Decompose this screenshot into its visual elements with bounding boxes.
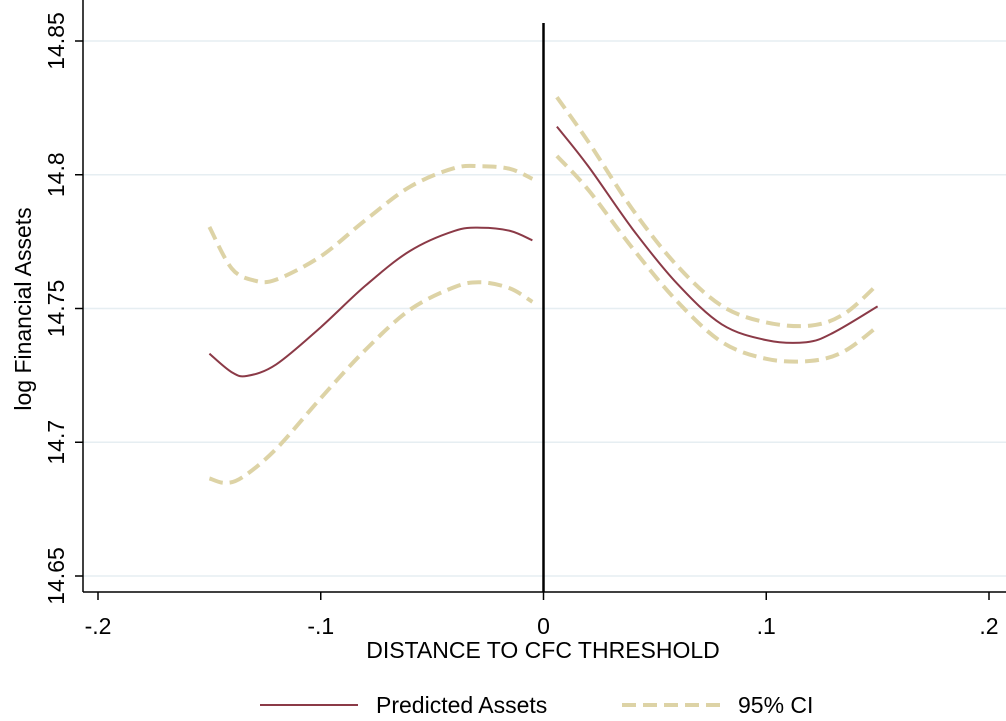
y-axis-title: log Financial Assets (10, 207, 36, 410)
x-tick-label: .2 (979, 613, 998, 639)
x-tick-label: -.2 (85, 613, 112, 639)
legend-label-ci: 95% CI (738, 692, 813, 718)
x-tick-label: .1 (757, 613, 776, 639)
x-tick-label: -.1 (307, 613, 334, 639)
predicted-line (556, 125, 879, 344)
x-axis-title: DISTANCE TO CFC THRESHOLD (366, 637, 720, 663)
x-tick-label: 0 (537, 613, 550, 639)
y-tick-label: 14.75 (43, 280, 69, 338)
legend: Predicted Assets 95% CI (260, 692, 813, 718)
ci-line (207, 163, 534, 285)
legend-label-predicted: Predicted Assets (376, 692, 547, 718)
y-tick-label: 14.85 (43, 12, 69, 70)
ci-line (555, 154, 879, 364)
y-tick-label: 14.8 (43, 152, 69, 197)
y-tick-label: 14.7 (43, 420, 69, 465)
axes: 14.65 14.7 14.75 14.8 14.85 -.2 -.1 0 .1 .2 (43, 0, 1006, 639)
ci-line (555, 96, 879, 329)
predicted-line (208, 226, 533, 378)
y-tick-label: 14.65 (43, 547, 69, 605)
ci-line (208, 280, 534, 485)
plot-marks (207, 23, 879, 592)
